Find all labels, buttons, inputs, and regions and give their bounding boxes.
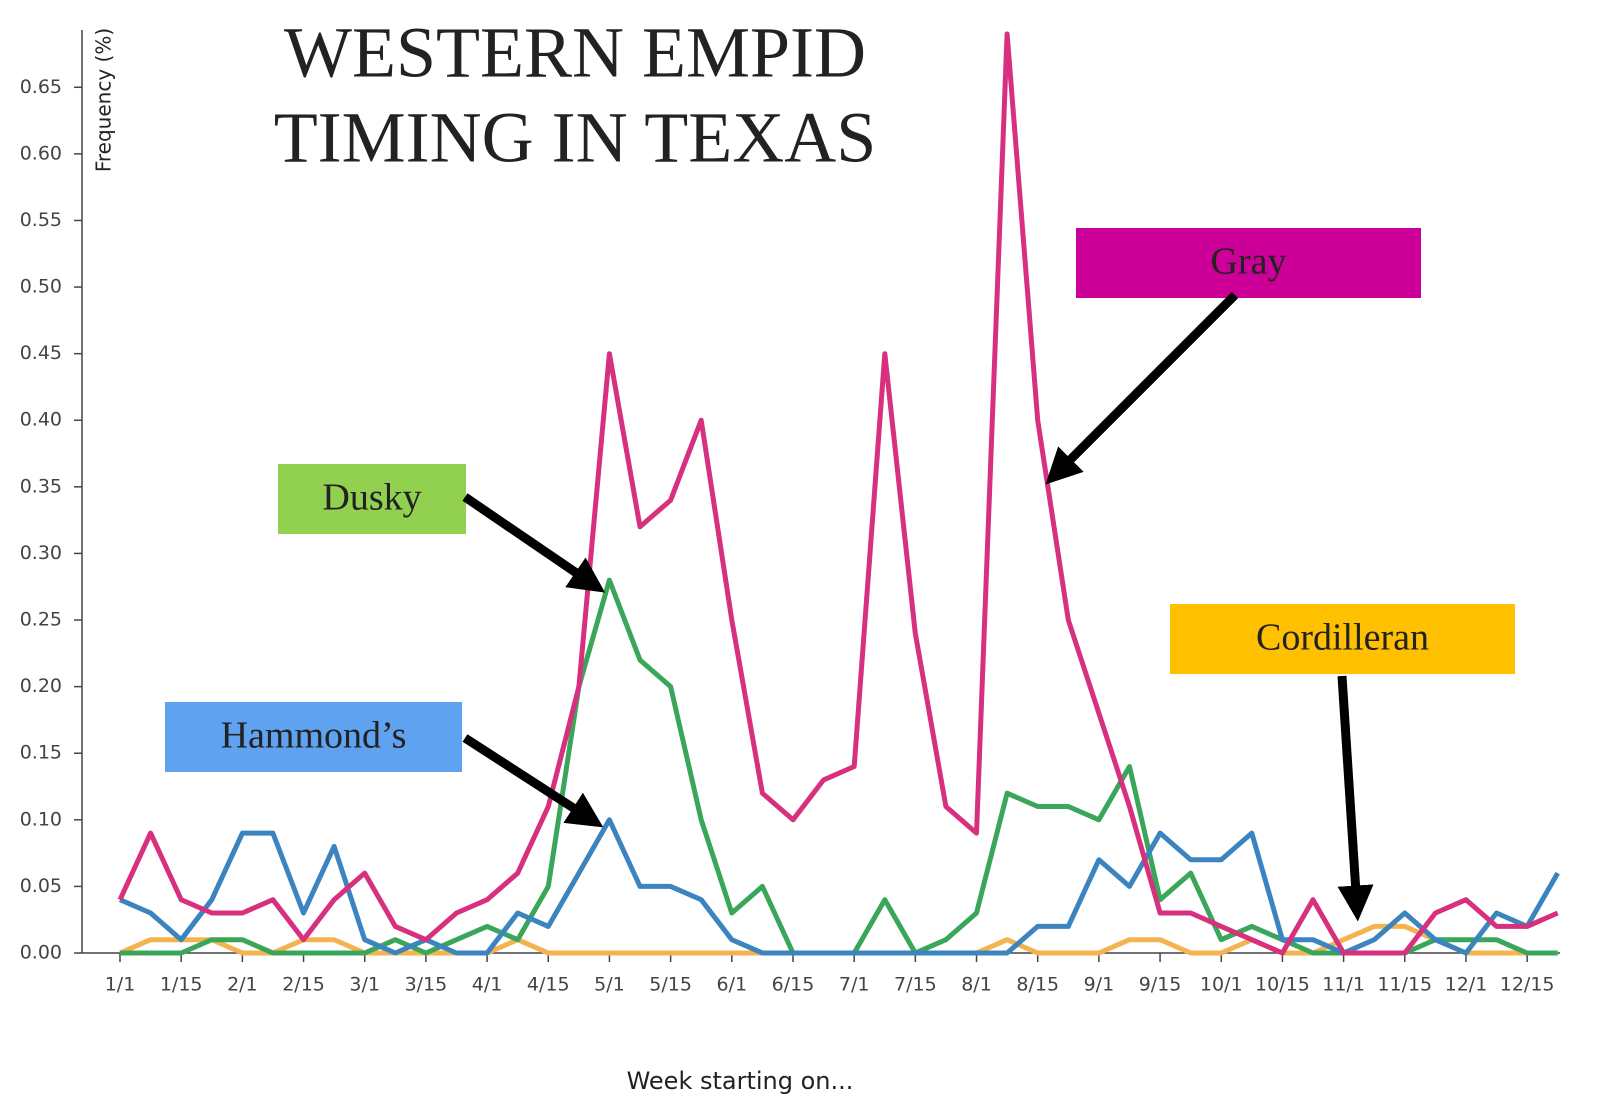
- x-tick-label: 9/1: [1084, 974, 1115, 996]
- x-tick-label: 10/15: [1255, 974, 1310, 996]
- y-tick-label: 0.30: [20, 542, 62, 564]
- x-tick-label: 3/15: [405, 974, 448, 996]
- label-box: [1076, 228, 1421, 298]
- y-tick-label: 0.50: [20, 276, 62, 298]
- y-tick-label: 0.60: [20, 142, 62, 164]
- x-tick-label: 7/15: [894, 974, 937, 996]
- x-tick-label: 4/1: [472, 974, 503, 996]
- y-tick-label: 0.05: [20, 875, 62, 897]
- label-box: [165, 702, 462, 772]
- x-tick-label: 1/15: [160, 974, 203, 996]
- series-line: [119, 817, 1560, 956]
- x-tick-label: 4/15: [527, 974, 570, 996]
- annotations: Gray Hammond’s Dusky Cordilleran: [165, 228, 1515, 922]
- x-tick-label: 12/15: [1500, 974, 1555, 996]
- x-tick-label: 12/1: [1445, 974, 1488, 996]
- y-tick-label: 0.15: [20, 742, 62, 764]
- series-label: Dusky: [322, 477, 421, 519]
- series-line: [117, 31, 1559, 956]
- series-label: Gray: [1211, 241, 1287, 283]
- y-tick-label: 0.25: [20, 609, 62, 631]
- y-tick-label: 0.10: [20, 808, 62, 830]
- y-tick-label: 0.35: [20, 475, 62, 497]
- x-tick-label: 6/15: [772, 974, 815, 996]
- y-tick-label: 0.40: [20, 409, 62, 431]
- chart-title: TIMING IN TEXAS: [274, 98, 877, 178]
- y-tick-label: 0.20: [20, 675, 62, 697]
- x-tick-label: 11/15: [1377, 974, 1432, 996]
- x-tick-label: 6/1: [717, 974, 748, 996]
- x-tick-label: 1/1: [105, 974, 136, 996]
- arrow: [462, 493, 606, 593]
- x-tick-label: 5/15: [649, 974, 692, 996]
- arrow: [462, 734, 604, 828]
- y-tick-label: 0.45: [20, 342, 62, 364]
- x-tick-label: 2/1: [227, 974, 258, 996]
- x-tick-label: 3/1: [349, 974, 380, 996]
- x-axis-label: Week starting on...: [627, 1067, 854, 1095]
- y-tick-label: 0.00: [20, 942, 62, 964]
- x-tick-label: 9/15: [1139, 974, 1182, 996]
- arrow: [1337, 675, 1374, 922]
- y-axis-label: Frequency (%): [92, 28, 116, 172]
- x-tick-label: 2/15: [282, 974, 325, 996]
- label-box: [1170, 604, 1515, 674]
- label-box: [278, 464, 466, 534]
- x-tick-label: 8/15: [1016, 974, 1059, 996]
- chart-title: WESTERN EMPID: [284, 13, 866, 93]
- x-tick-label: 11/1: [1322, 974, 1365, 996]
- x-tick-label: 8/1: [961, 974, 992, 996]
- series-label: Cordilleran: [1256, 617, 1429, 659]
- plot: 0.00 0.05 0.10 0.15 0.20 0.25 0.30 0.35 0.40 0.45…: [20, 31, 1560, 996]
- x-tick-label: 7/1: [839, 974, 870, 996]
- arrow: [1045, 291, 1239, 485]
- series-label: Hammond’s: [221, 715, 407, 757]
- x-tick-label: 10/1: [1200, 974, 1243, 996]
- y-tick-label: 0.55: [20, 209, 62, 231]
- x-tick-label: 5/1: [594, 974, 625, 996]
- y-tick-label: 0.65: [20, 76, 62, 98]
